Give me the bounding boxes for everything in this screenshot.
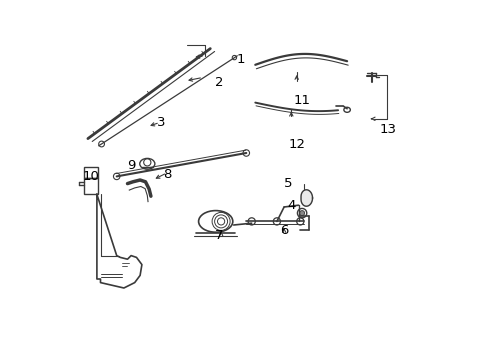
Text: 8: 8 <box>163 168 171 181</box>
Text: 12: 12 <box>287 138 305 150</box>
Polygon shape <box>301 190 312 206</box>
Text: 4: 4 <box>286 199 295 212</box>
Circle shape <box>299 211 304 216</box>
Text: 9: 9 <box>127 159 135 172</box>
Circle shape <box>243 150 249 156</box>
Text: 11: 11 <box>293 94 310 107</box>
Text: 13: 13 <box>379 123 396 136</box>
Text: 5: 5 <box>283 177 291 190</box>
Text: 6: 6 <box>279 224 288 237</box>
Circle shape <box>296 218 303 225</box>
Circle shape <box>247 218 255 225</box>
Text: 2: 2 <box>215 76 223 89</box>
Text: 10: 10 <box>83 170 100 183</box>
Circle shape <box>273 218 280 225</box>
Text: 7: 7 <box>215 229 223 242</box>
Text: 1: 1 <box>236 53 244 66</box>
Text: 3: 3 <box>157 116 165 129</box>
Circle shape <box>113 173 120 180</box>
